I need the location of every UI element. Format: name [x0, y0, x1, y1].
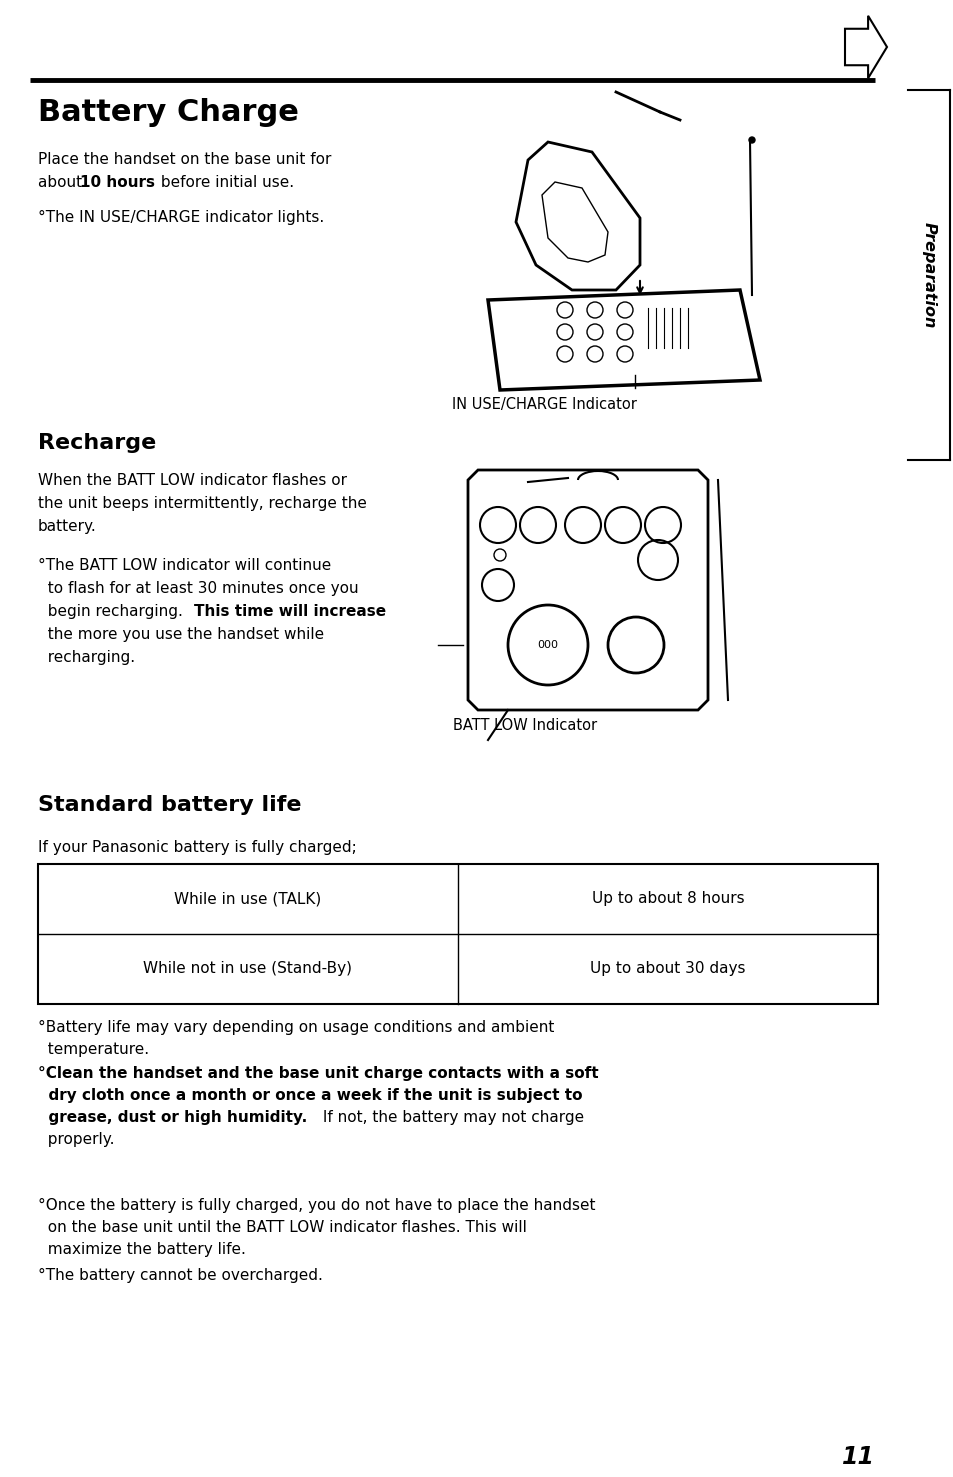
Text: Standard battery life: Standard battery life	[38, 795, 301, 815]
Text: to flash for at least 30 minutes once you: to flash for at least 30 minutes once yo…	[38, 580, 358, 597]
Text: This time will increase: This time will increase	[193, 604, 386, 619]
Text: properly.: properly.	[38, 1131, 114, 1148]
Text: Battery Charge: Battery Charge	[38, 97, 298, 127]
Text: Place the handset on the base unit for: Place the handset on the base unit for	[38, 152, 331, 167]
Text: Up to about 8 hours: Up to about 8 hours	[591, 892, 743, 907]
Text: Up to about 30 days: Up to about 30 days	[590, 962, 745, 976]
Text: dry cloth once a month or once a week if the unit is subject to: dry cloth once a month or once a week if…	[38, 1089, 582, 1103]
Text: IN USE/CHARGE Indicator: IN USE/CHARGE Indicator	[452, 397, 637, 412]
Text: grease, dust or high humidity.: grease, dust or high humidity.	[38, 1111, 307, 1125]
Bar	[38, 864, 877, 1004]
Text: If not, the battery may not charge: If not, the battery may not charge	[317, 1111, 583, 1125]
Text: When the BATT LOW indicator flashes or: When the BATT LOW indicator flashes or	[38, 473, 347, 487]
Text: While in use (TALK): While in use (TALK)	[174, 892, 321, 907]
Text: 10 hours: 10 hours	[80, 174, 154, 191]
Text: begin recharging.: begin recharging.	[38, 604, 188, 619]
Text: maximize the battery life.: maximize the battery life.	[38, 1242, 246, 1257]
Text: While not in use (Stand-By): While not in use (Stand-By)	[143, 962, 352, 976]
Text: battery.: battery.	[38, 518, 96, 535]
Text: If your Panasonic battery is fully charged;: If your Panasonic battery is fully charg…	[38, 840, 356, 855]
Text: °The battery cannot be overcharged.: °The battery cannot be overcharged.	[38, 1267, 322, 1284]
Text: 11: 11	[841, 1445, 874, 1470]
Text: temperature.: temperature.	[38, 1041, 149, 1058]
Text: °The IN USE/CHARGE indicator lights.: °The IN USE/CHARGE indicator lights.	[38, 210, 324, 225]
Text: the unit beeps intermittently, recharge the: the unit beeps intermittently, recharge …	[38, 496, 367, 511]
Text: the more you use the handset while: the more you use the handset while	[38, 628, 324, 642]
Text: BATT LOW Indicator: BATT LOW Indicator	[453, 718, 597, 733]
Text: on the base unit until the BATT LOW indicator flashes. This will: on the base unit until the BATT LOW indi…	[38, 1220, 526, 1235]
Text: °Clean the handset and the base unit charge contacts with a soft: °Clean the handset and the base unit cha…	[38, 1066, 598, 1081]
Text: Recharge: Recharge	[38, 433, 156, 453]
Text: before initial use.: before initial use.	[156, 174, 294, 191]
Text: Preparation: Preparation	[921, 222, 936, 328]
Text: °Battery life may vary depending on usage conditions and ambient: °Battery life may vary depending on usag…	[38, 1021, 554, 1035]
Circle shape	[748, 137, 754, 143]
Text: about: about	[38, 174, 87, 191]
Text: 000: 000	[537, 640, 558, 650]
Text: recharging.: recharging.	[38, 650, 135, 665]
Text: °Once the battery is fully charged, you do not have to place the handset: °Once the battery is fully charged, you …	[38, 1198, 595, 1213]
Text: °The BATT LOW indicator will continue: °The BATT LOW indicator will continue	[38, 558, 331, 573]
